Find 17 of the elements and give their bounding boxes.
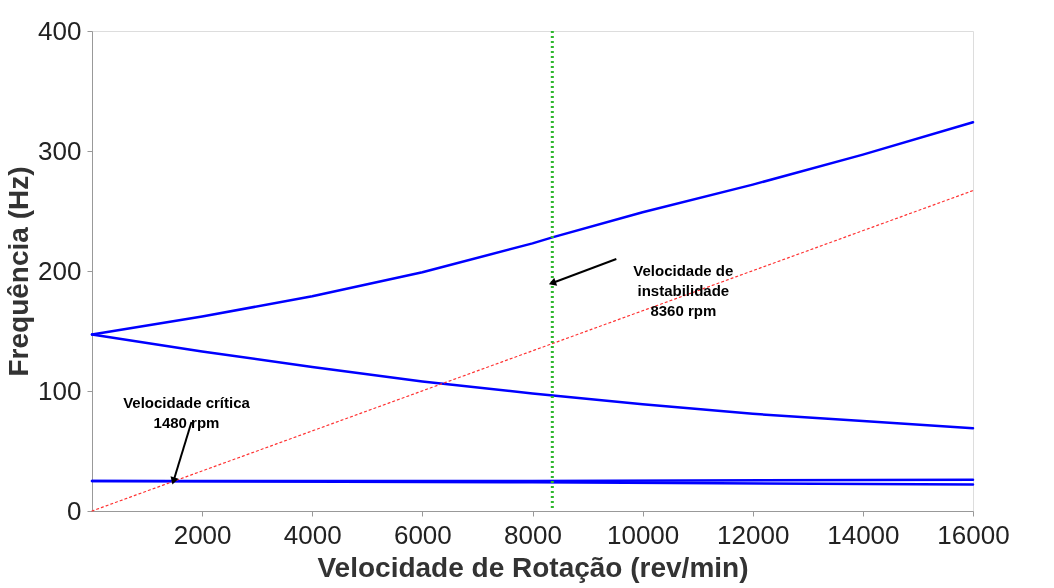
y-tick-label: 200 xyxy=(38,255,82,286)
annotation: Velocidade de instabilidade 8360 rpm xyxy=(633,262,734,319)
x-tick-label: 10000 xyxy=(606,519,680,550)
x-tick-label: 8000 xyxy=(504,519,562,550)
y-tick-label: 300 xyxy=(38,135,82,166)
y-tick-label: 0 xyxy=(67,495,82,526)
x-tick-label: 12000 xyxy=(717,519,790,550)
y-tick-label: 100 xyxy=(38,375,82,406)
x-tick-label: 2000 xyxy=(173,519,232,550)
x-tick-label: 16000 xyxy=(937,519,1010,550)
x-tick-label: 6000 xyxy=(393,519,452,550)
annotation: Velocidade crítica 1480 rpm xyxy=(123,394,251,431)
y-axis-title: Frequência (Hz) xyxy=(3,166,35,377)
x-tick-label: 4000 xyxy=(283,519,342,550)
x-axis-title: Velocidade de Rotação (rev/min) xyxy=(317,551,749,583)
x-tick-label: 14000 xyxy=(827,519,900,550)
y-tick-label: 400 xyxy=(38,15,82,46)
